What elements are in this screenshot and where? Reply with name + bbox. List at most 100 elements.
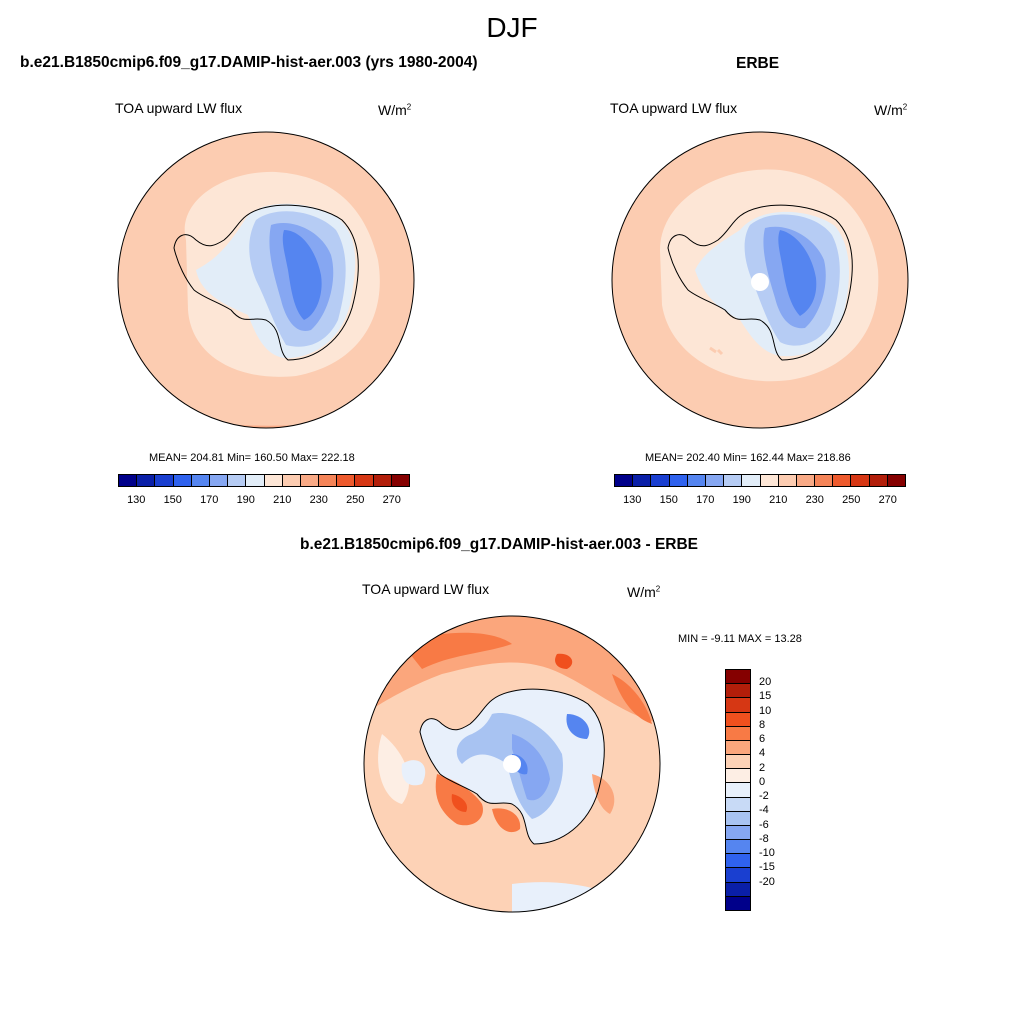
panel3-stats: MIN = -9.11 MAX = 13.28 [678, 633, 802, 645]
colorbar-swatch [209, 475, 229, 486]
colorbar-tick-label: 210 [273, 494, 292, 506]
colorbar-label: 6 [759, 733, 766, 746]
colorbar-label: -2 [759, 790, 769, 803]
panel1-stats: MEAN= 204.81 Min= 160.50 Max= 222.18 [149, 452, 355, 464]
panel2-stats: MEAN= 202.40 Min= 162.44 Max= 218.86 [645, 452, 851, 464]
colorbar-swatch [796, 475, 816, 486]
colorbar-tick-label: 130 [623, 494, 642, 506]
colorbar-label: -8 [759, 832, 769, 845]
colorbar-swatch [760, 475, 779, 486]
colorbar-label: -6 [759, 818, 769, 831]
colorbar-tick-label: 250 [842, 494, 861, 506]
panel2-map [611, 131, 909, 429]
colorbar-swatch [264, 475, 283, 486]
colorbar-swatch [742, 475, 761, 486]
colorbar-swatch [173, 475, 192, 486]
panel1-units: W/m2 [378, 102, 412, 118]
colorbar-label: 8 [759, 718, 766, 731]
colorbar-swatch [726, 811, 750, 826]
colorbar-swatch [726, 698, 750, 713]
panel2-colorbar-ticks: 130 150 170 190 210 230 250 270 [614, 494, 906, 508]
colorbar-label: -15 [759, 861, 775, 874]
colorbar-swatch [705, 475, 725, 486]
panel2-header: ERBE [736, 55, 780, 72]
colorbar-swatch [724, 475, 743, 486]
colorbar-label: -4 [759, 804, 769, 817]
colorbar-swatch [887, 475, 905, 486]
colorbar-swatch [337, 475, 356, 486]
panel3-map [363, 615, 661, 913]
colorbar-tick-label: 150 [163, 494, 182, 506]
colorbar-swatch [246, 475, 265, 486]
colorbar-swatch [651, 475, 670, 486]
colorbar-swatch [726, 825, 750, 841]
colorbar-swatch [726, 740, 750, 756]
colorbar-swatch [726, 868, 750, 883]
colorbar-tick-label: 150 [659, 494, 678, 506]
colorbar-label: 2 [759, 761, 766, 774]
colorbar-swatch [833, 475, 852, 486]
colorbar-label: 4 [759, 747, 766, 760]
colorbar-swatch [355, 475, 374, 486]
colorbar-swatch [726, 684, 750, 699]
colorbar-swatch [633, 475, 652, 486]
panel3-header: b.e21.B1850cmip6.f09_g17.DAMIP-hist-aer.… [300, 536, 699, 553]
colorbar-tick-label: 130 [127, 494, 146, 506]
panel1-map [117, 131, 415, 429]
colorbar-tick-label: 230 [309, 494, 328, 506]
panel3-colorbar [725, 669, 751, 911]
colorbar-swatch [815, 475, 834, 486]
panel1-variable: TOA upward LW flux [115, 100, 243, 116]
panel1-colorbar-ticks: 130 150 170 190 210 230 250 270 [118, 494, 410, 508]
panel2-units: W/m2 [874, 102, 908, 118]
colorbar-swatch [726, 670, 750, 685]
colorbar-tick-label: 210 [769, 494, 788, 506]
panel3-colorbar-labels: 20 15 10 8 6 4 2 0 -2 -4 -6 -8 -10 -15 -20 [759, 669, 799, 911]
panel1-header: b.e21.B1850cmip6.f09_g17.DAMIP-hist-aer.… [20, 54, 478, 71]
colorbar-swatch [726, 797, 750, 812]
colorbar-swatch [869, 475, 888, 486]
colorbar-tick-label: 170 [200, 494, 219, 506]
colorbar-swatch [137, 475, 156, 486]
panel3-variable: TOA upward LW flux [362, 581, 490, 597]
colorbar-swatch [778, 475, 797, 486]
colorbar-swatch [726, 726, 750, 741]
colorbar-swatch [373, 475, 392, 486]
panel1-colorbar [118, 474, 410, 487]
colorbar-swatch [687, 475, 706, 486]
figure-title: DJF [486, 12, 538, 43]
colorbar-swatch [851, 475, 870, 486]
colorbar-label: 0 [759, 775, 766, 788]
colorbar-tick-label: 170 [696, 494, 715, 506]
panel3-units: W/m2 [627, 584, 661, 600]
colorbar-label: 15 [759, 690, 772, 703]
colorbar-label: 10 [759, 704, 772, 717]
colorbar-swatch [119, 475, 138, 486]
colorbar-swatch [391, 475, 409, 486]
colorbar-tick-label: 270 [878, 494, 897, 506]
colorbar-label: 20 [759, 676, 772, 689]
colorbar-label: -10 [759, 847, 775, 860]
colorbar-swatch [726, 854, 750, 869]
colorbar-swatch [191, 475, 210, 486]
colorbar-swatch [155, 475, 174, 486]
colorbar-swatch [726, 840, 750, 855]
colorbar-tick-label: 230 [805, 494, 824, 506]
colorbar-swatch [726, 896, 750, 910]
colorbar-tick-label: 190 [236, 494, 255, 506]
colorbar-swatch [726, 882, 750, 897]
panel2-colorbar [614, 474, 906, 487]
colorbar-label: -20 [759, 875, 775, 888]
colorbar-swatch [726, 783, 750, 798]
colorbar-swatch [228, 475, 247, 486]
colorbar-swatch [300, 475, 320, 486]
colorbar-tick-label: 190 [732, 494, 751, 506]
colorbar-swatch [726, 755, 750, 770]
colorbar-swatch [282, 475, 301, 486]
colorbar-swatch [615, 475, 634, 486]
colorbar-tick-label: 250 [346, 494, 365, 506]
colorbar-swatch [726, 712, 750, 727]
colorbar-swatch [319, 475, 338, 486]
colorbar-tick-label: 270 [382, 494, 401, 506]
panel2-variable: TOA upward LW flux [610, 100, 738, 116]
